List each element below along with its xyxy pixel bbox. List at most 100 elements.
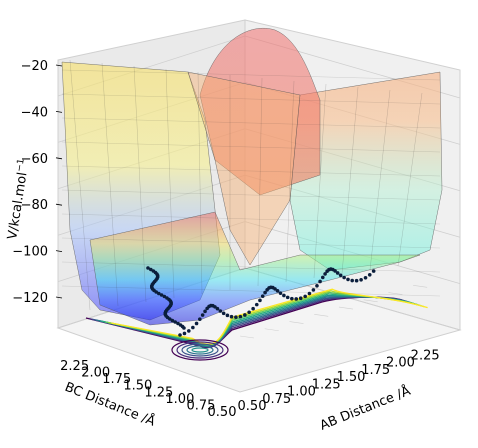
z-tick-label: −120: [12, 291, 48, 306]
mesh-line: [165, 68, 175, 299]
y-tick-label: 0.75: [186, 398, 215, 413]
z-tick-label: −80: [21, 198, 48, 213]
trajectory-point: [178, 333, 182, 337]
trajectory-point: [303, 294, 307, 299]
x-tick-label: 0.75: [262, 392, 291, 407]
trajectory-point: [254, 302, 259, 307]
contour-ring: [171, 339, 229, 361]
trajectory-point: [182, 331, 187, 336]
x-grid-line: [413, 285, 428, 288]
mesh-line: [285, 80, 295, 283]
trajectory-point: [278, 291, 283, 295]
trajectory-point: [350, 278, 354, 283]
trajectory-point: [146, 266, 150, 270]
z-tick-mark: [55, 250, 63, 252]
trajectory-point: [187, 329, 191, 333]
x-tick-label: 1.50: [336, 370, 365, 385]
mesh-line: [61, 213, 441, 225]
trajectory-point: [320, 275, 325, 280]
y-tick-label: 1.25: [144, 385, 173, 400]
x-axis-ticks: 0.500.751.001.251.501.752.002.25: [238, 348, 440, 414]
trajectory-point: [282, 293, 286, 298]
z-tick-label: −60: [21, 152, 48, 167]
x-grid-line: [264, 328, 279, 332]
trajectory-point: [371, 269, 376, 273]
mesh-line: [101, 62, 119, 307]
mesh-line: [69, 59, 91, 311]
trajectory-point: [367, 273, 372, 277]
contour-ring: [186, 345, 214, 355]
trajectory-point: [258, 298, 262, 303]
trajectory-path: [146, 266, 376, 337]
x-grid-line: [338, 306, 353, 310]
pes-surface: [61, 28, 443, 326]
trajectory-point: [156, 291, 161, 296]
x-tick-label: 2.00: [386, 356, 415, 371]
contour-ring: [191, 347, 209, 353]
mesh-line: [61, 237, 441, 249]
trajectory-point: [159, 293, 164, 297]
z-axis-ticks: −120 −100 −80 −60 −40 −20: [12, 59, 63, 306]
mesh-line: [61, 261, 441, 273]
z-tick-mark: [55, 111, 63, 113]
trajectory-point: [221, 311, 226, 316]
x-grid-line: [314, 313, 329, 317]
x-tick-label: 1.00: [287, 385, 316, 400]
trajectory-point: [333, 269, 337, 273]
x-tick-label: 2.25: [411, 348, 440, 363]
trajectory-point: [198, 317, 202, 322]
mesh-line: [61, 141, 441, 153]
z-tick-mark: [55, 203, 63, 206]
x-grid-line: [239, 335, 255, 339]
mesh-line: [61, 285, 441, 297]
trajectory-point: [342, 275, 346, 280]
x-grid-line: [289, 321, 304, 324]
y-tick-label: 1.75: [102, 372, 131, 387]
trajectory-point: [229, 314, 234, 319]
x-tick-label: 1.25: [312, 377, 341, 392]
trajectory-point: [323, 272, 327, 276]
trajectory-point: [263, 290, 267, 295]
trajectory-point: [200, 313, 205, 317]
y-tick-label: 2.25: [60, 359, 89, 374]
trajectory-point: [311, 288, 316, 292]
trajectory-point: [290, 296, 294, 301]
mesh-line: [61, 93, 441, 105]
trajectory-point: [238, 314, 243, 319]
y-tick-label: 2.00: [81, 366, 110, 381]
trajectory-point: [173, 320, 178, 324]
mesh-line: [313, 83, 327, 279]
z-tick-mark: [55, 157, 63, 160]
mesh-line: [397, 92, 423, 267]
trajectory-point: [294, 297, 299, 301]
trajectory-point: [307, 291, 312, 296]
trajectory-point: [170, 318, 175, 323]
y-tick-label: 0.50: [208, 405, 237, 420]
mesh-line: [61, 69, 441, 81]
z-tick-label: −100: [12, 245, 48, 260]
mesh-line: [133, 65, 147, 303]
trajectory-point: [359, 277, 363, 282]
valley-surface: [89, 211, 421, 326]
trajectory-point: [315, 283, 319, 288]
trajectory-point: [338, 273, 343, 278]
contour-ring: [181, 343, 219, 357]
ridge-surface: [187, 71, 301, 266]
trajectory-point: [318, 279, 322, 284]
trajectory-point: [182, 326, 186, 330]
trajectory-point: [275, 289, 280, 293]
x-grid-line: [388, 292, 403, 295]
trajectory-point: [363, 275, 368, 280]
trajectory-point: [335, 271, 340, 275]
mesh-line: [257, 77, 263, 287]
trajectory-point: [243, 313, 247, 317]
y-tick-label: 1.00: [165, 392, 194, 407]
mesh-line: [197, 71, 203, 295]
trajectory-point: [225, 313, 230, 318]
z-tick-label: −40: [21, 105, 48, 120]
mesh-line: [61, 117, 441, 129]
trajectory-point: [234, 315, 238, 320]
z-tick-mark: [55, 64, 63, 67]
